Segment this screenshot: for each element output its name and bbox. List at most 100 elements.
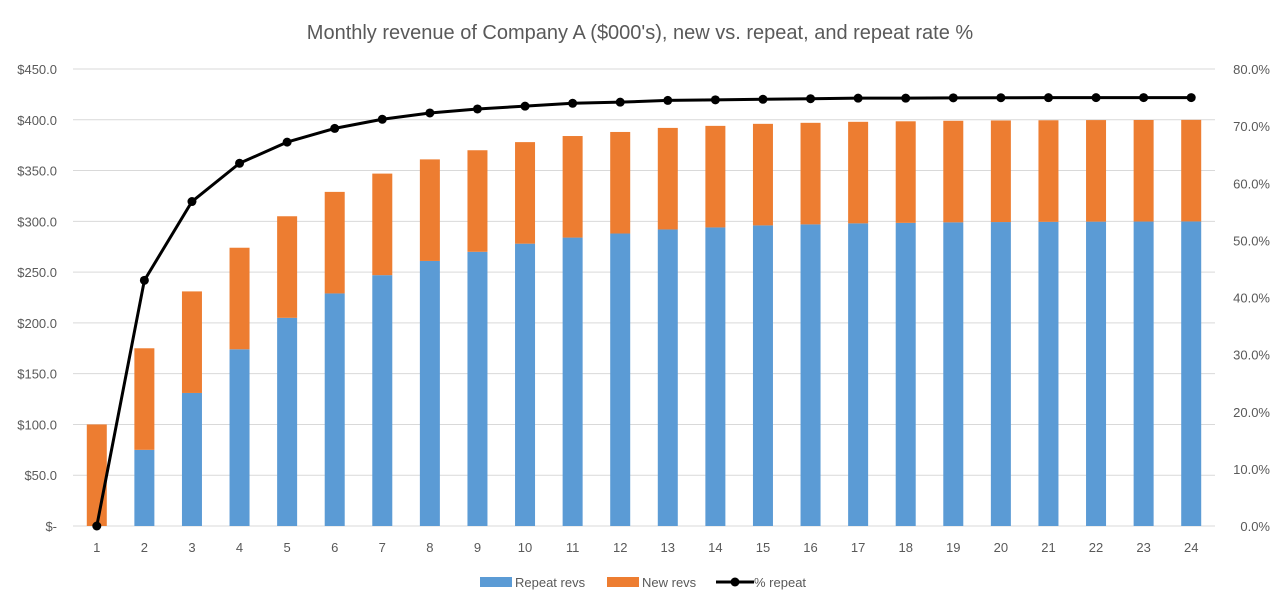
repeat-rate-point (1139, 93, 1149, 103)
repeat-revs-bar (800, 224, 821, 526)
left-tick-label: $50.0 (24, 468, 57, 483)
repeat-rate-point (472, 104, 482, 114)
repeat-rate-point (139, 275, 149, 285)
new-revs-bar (277, 216, 298, 318)
x-tick-label: 24 (1184, 540, 1198, 555)
new-revs-bar (467, 150, 488, 252)
legend-label-new-revs: New revs (642, 575, 697, 590)
x-tick-label: 3 (188, 540, 195, 555)
left-tick-label: $450.0 (17, 62, 57, 77)
repeat-rate-point (996, 93, 1006, 103)
right-tick-label: 40.0% (1233, 291, 1270, 306)
left-tick-label: $250.0 (17, 265, 57, 280)
repeat-rate-point (710, 95, 720, 105)
x-tick-label: 12 (613, 540, 627, 555)
repeat-revs-bar (657, 229, 678, 527)
repeat-revs-bar (990, 222, 1011, 526)
repeat-revs-bar (752, 225, 773, 526)
x-tick-label: 15 (756, 540, 770, 555)
new-revs-bar (181, 291, 202, 393)
x-tick-label: 19 (946, 540, 960, 555)
left-tick-label: $350.0 (17, 164, 57, 179)
repeat-revs-bar (467, 251, 488, 527)
new-revs-bar (752, 123, 773, 226)
repeat-revs-bar (562, 237, 583, 527)
left-tick-label: $200.0 (17, 316, 57, 331)
new-revs-bar (134, 348, 155, 450)
repeat-rate-point (377, 114, 387, 124)
left-tick-label: $150.0 (17, 367, 57, 382)
repeat-revs-bar (610, 233, 631, 526)
repeat-revs-bar (324, 293, 345, 526)
repeat-rate-point (615, 97, 625, 107)
repeat-rate-point (1043, 93, 1053, 103)
new-revs-bar (848, 121, 869, 224)
x-axis: 1 2 3 4 5 6 7 8 9 10 11 12 13 14 15 16 17 18 19 20 21 22 23 24 (93, 540, 1198, 555)
repeat-rate-point (282, 137, 292, 147)
new-revs-bar (1133, 119, 1154, 222)
repeat-revs-bar (372, 275, 393, 526)
new-revs-bar (1086, 120, 1107, 222)
new-revs-bar (705, 125, 726, 228)
repeat-revs-bar (229, 349, 250, 526)
new-revs-bar (943, 120, 964, 223)
repeat-revs-bar (705, 227, 726, 526)
repeat-rate-point (806, 94, 816, 104)
repeat-revs-bar (1181, 221, 1202, 527)
repeat-rate-line (92, 93, 1196, 531)
x-tick-label: 14 (708, 540, 722, 555)
repeat-rate-point (758, 94, 768, 104)
right-tick-label: 30.0% (1233, 348, 1270, 363)
x-tick-label: 6 (331, 540, 338, 555)
x-tick-label: 10 (518, 540, 532, 555)
x-tick-label: 17 (851, 540, 865, 555)
x-tick-label: 4 (236, 540, 243, 555)
right-axis: 0.0% 10.0% 20.0% 30.0% 40.0% 50.0% 60.0% 70.0% 8… (1233, 62, 1270, 534)
x-tick-label: 13 (661, 540, 675, 555)
legend-swatch-new-revs (607, 577, 639, 587)
left-tick-label: $300.0 (17, 214, 57, 229)
repeat-revs-bar (1133, 221, 1154, 526)
x-tick-label: 22 (1089, 540, 1103, 555)
repeat-rate-point (853, 93, 863, 103)
x-tick-label: 5 (284, 540, 291, 555)
new-revs-bar (372, 173, 393, 276)
new-revs-bar (800, 122, 821, 225)
right-tick-label: 80.0% (1233, 62, 1270, 77)
x-tick-label: 9 (474, 540, 481, 555)
repeat-rate-point (568, 98, 578, 108)
x-tick-label: 2 (141, 540, 148, 555)
x-tick-label: 8 (426, 540, 433, 555)
repeat-rate-point (901, 93, 911, 103)
left-tick-label: $400.0 (17, 113, 57, 128)
repeat-rate-point (663, 95, 673, 105)
legend-swatch-repeat-rate-marker (730, 577, 740, 587)
legend-label-repeat-rate: % repeat (754, 575, 806, 590)
repeat-rate-point (1091, 93, 1101, 103)
repeat-rate-point (235, 158, 245, 168)
legend-label-repeat-revs: Repeat revs (515, 575, 586, 590)
repeat-revs-bar (1038, 221, 1059, 526)
repeat-revs-bar (1086, 221, 1107, 526)
new-revs-bar (515, 142, 536, 244)
new-revs-bar (895, 121, 916, 223)
x-tick-label: 7 (379, 540, 386, 555)
x-tick-label: 18 (898, 540, 912, 555)
right-tick-label: 10.0% (1233, 462, 1270, 477)
new-revs-bar (229, 247, 250, 350)
repeat-rate-point (1186, 93, 1196, 103)
x-tick-label: 21 (1041, 540, 1055, 555)
repeat-revs-bar (515, 243, 536, 527)
new-revs-bar (610, 131, 631, 234)
repeat-rate-point (425, 108, 435, 118)
repeat-revs-bar (181, 392, 202, 526)
right-tick-label: 60.0% (1233, 176, 1270, 191)
bars (86, 119, 1202, 527)
repeat-rate-polyline (95, 96, 1192, 527)
x-tick-label: 11 (566, 540, 580, 555)
repeat-revs-bar (419, 260, 440, 526)
x-tick-label: 16 (803, 540, 817, 555)
right-tick-label: 0.0% (1240, 519, 1270, 534)
x-tick-label: 20 (994, 540, 1008, 555)
